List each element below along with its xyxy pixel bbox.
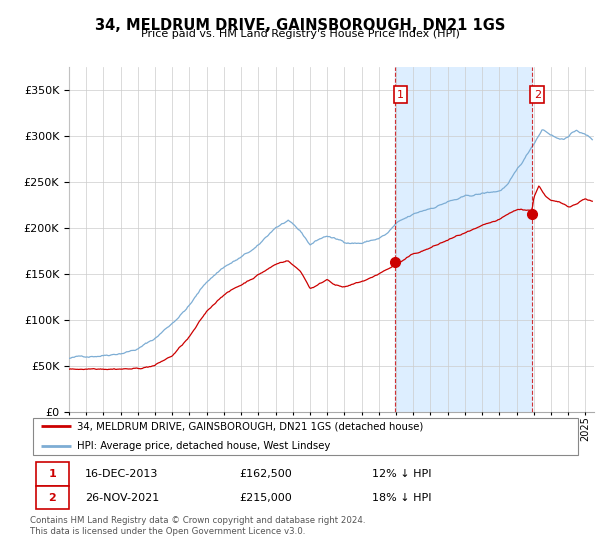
Text: £162,500: £162,500 [240,469,293,479]
Text: £215,000: £215,000 [240,492,293,502]
Text: HPI: Average price, detached house, West Lindsey: HPI: Average price, detached house, West… [77,441,330,451]
Text: 2: 2 [533,90,541,100]
Text: Contains HM Land Registry data © Crown copyright and database right 2024.
This d: Contains HM Land Registry data © Crown c… [30,516,365,536]
FancyBboxPatch shape [35,486,68,509]
Text: 1: 1 [48,469,56,479]
FancyBboxPatch shape [33,418,578,455]
Text: 2: 2 [48,492,56,502]
Bar [395,67,532,412]
Text: 34, MELDRUM DRIVE, GAINSBOROUGH, DN21 1GS: 34, MELDRUM DRIVE, GAINSBOROUGH, DN21 1G… [95,18,505,33]
FancyBboxPatch shape [35,463,68,486]
Text: 18% ↓ HPI: 18% ↓ HPI [372,492,432,502]
Text: 34, MELDRUM DRIVE, GAINSBOROUGH, DN21 1GS (detached house): 34, MELDRUM DRIVE, GAINSBOROUGH, DN21 1G… [77,421,423,431]
Text: 16-DEC-2013: 16-DEC-2013 [85,469,158,479]
Text: 1: 1 [397,90,404,100]
Text: Price paid vs. HM Land Registry's House Price Index (HPI): Price paid vs. HM Land Registry's House … [140,29,460,39]
Text: 26-NOV-2021: 26-NOV-2021 [85,492,160,502]
Text: 12% ↓ HPI: 12% ↓ HPI [372,469,432,479]
